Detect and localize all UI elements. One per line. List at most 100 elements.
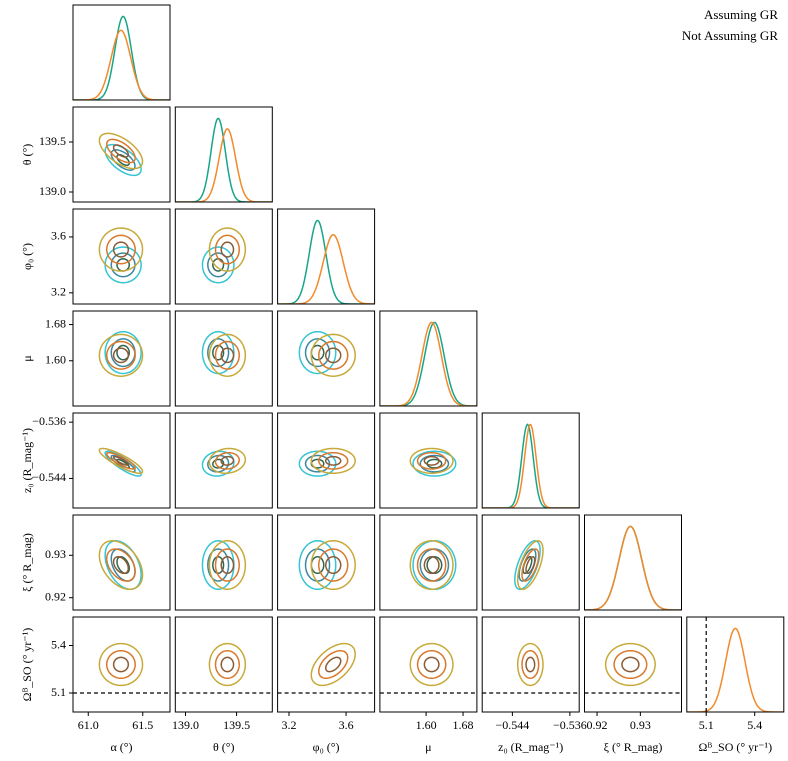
contour — [112, 347, 130, 364]
contour — [98, 333, 144, 377]
contour — [214, 234, 240, 265]
y-tick-label: 139.5 — [39, 134, 66, 148]
contour — [298, 540, 337, 591]
contour — [98, 540, 144, 591]
panel — [514, 540, 544, 591]
contour — [324, 455, 342, 466]
contour — [220, 241, 235, 258]
contour — [304, 338, 331, 368]
contour — [409, 447, 454, 474]
y-tick-label: −0.544 — [32, 470, 66, 484]
panel-frame — [277, 514, 376, 611]
contour — [419, 454, 450, 473]
panel — [73, 15, 170, 100]
panel-frame — [72, 616, 171, 713]
contour — [317, 340, 349, 370]
contour — [105, 451, 136, 470]
contour — [214, 548, 240, 582]
y-tick-label: 5.4 — [51, 637, 66, 651]
density-curve — [686, 627, 784, 712]
panel — [379, 321, 477, 406]
x-axis-label: α (°) — [110, 740, 132, 754]
contour — [304, 548, 331, 582]
contour — [214, 649, 240, 680]
contour — [112, 241, 130, 258]
panel-frame — [72, 106, 171, 203]
contour — [116, 344, 131, 361]
panel — [298, 540, 356, 591]
density-curve — [482, 423, 580, 508]
contour — [98, 447, 144, 474]
panel — [175, 117, 273, 202]
density-curve — [73, 29, 170, 100]
contour — [104, 540, 142, 591]
contour — [214, 340, 240, 370]
y-axis-label: φ₀ (°) — [20, 243, 34, 270]
panel-frame — [379, 412, 478, 509]
contour — [104, 143, 142, 177]
contour — [220, 347, 235, 364]
contour — [98, 227, 144, 272]
panel-frame — [277, 616, 376, 713]
contour — [110, 338, 136, 368]
y-axis-label: θ (°) — [20, 144, 34, 166]
contour — [207, 338, 230, 368]
panel-frame — [174, 208, 273, 305]
x-axis-label: Ωᴮ_SO (° yr⁻¹) — [698, 740, 772, 754]
contour — [208, 333, 247, 377]
contour — [212, 344, 225, 361]
density-curve — [277, 219, 375, 304]
panel-frame — [379, 310, 478, 407]
density-curve — [175, 117, 273, 202]
contour — [514, 540, 541, 591]
panel-frame — [481, 412, 580, 509]
x-tick-label: −0.544 — [495, 718, 529, 732]
panel — [201, 227, 247, 284]
contour — [104, 330, 142, 375]
contour — [604, 642, 656, 687]
contour — [201, 246, 235, 284]
panel — [379, 642, 477, 694]
panel-frame — [72, 514, 171, 611]
contour — [310, 540, 356, 591]
contour — [525, 556, 536, 575]
panel-frame — [277, 310, 376, 407]
contour — [110, 252, 136, 278]
panel — [409, 540, 457, 591]
y-tick-label: 0.93 — [45, 547, 66, 561]
panel — [98, 227, 144, 284]
contour — [112, 455, 130, 466]
panel — [482, 423, 580, 508]
contour — [409, 642, 454, 687]
contour — [208, 642, 247, 687]
panel — [686, 617, 784, 712]
contour — [214, 451, 240, 470]
panel — [73, 642, 170, 694]
panel — [201, 330, 247, 377]
contour — [220, 556, 235, 575]
panel-frame — [379, 616, 478, 713]
contour — [98, 132, 144, 170]
contour — [423, 556, 440, 575]
x-tick-label: 61.5 — [132, 718, 153, 732]
panel-frame — [174, 412, 273, 509]
contour — [419, 548, 450, 582]
legend-entry: Assuming GR — [704, 7, 778, 22]
panel — [98, 447, 144, 477]
panel-frame — [72, 208, 171, 305]
contour — [324, 656, 342, 673]
contour — [208, 447, 247, 474]
contour — [317, 451, 349, 470]
panel — [98, 132, 144, 177]
x-axis-label: φ₀ (°) — [313, 740, 340, 754]
x-tick-label: −0.536 — [553, 718, 587, 732]
contour — [207, 548, 230, 582]
x-axis-label: z₀ (R_mag⁻¹) — [498, 740, 563, 754]
panel — [409, 447, 457, 477]
contour — [220, 656, 235, 673]
contour — [423, 656, 440, 673]
contour — [426, 556, 443, 575]
x-tick-label: 3.6 — [339, 718, 354, 732]
panel — [277, 642, 375, 694]
